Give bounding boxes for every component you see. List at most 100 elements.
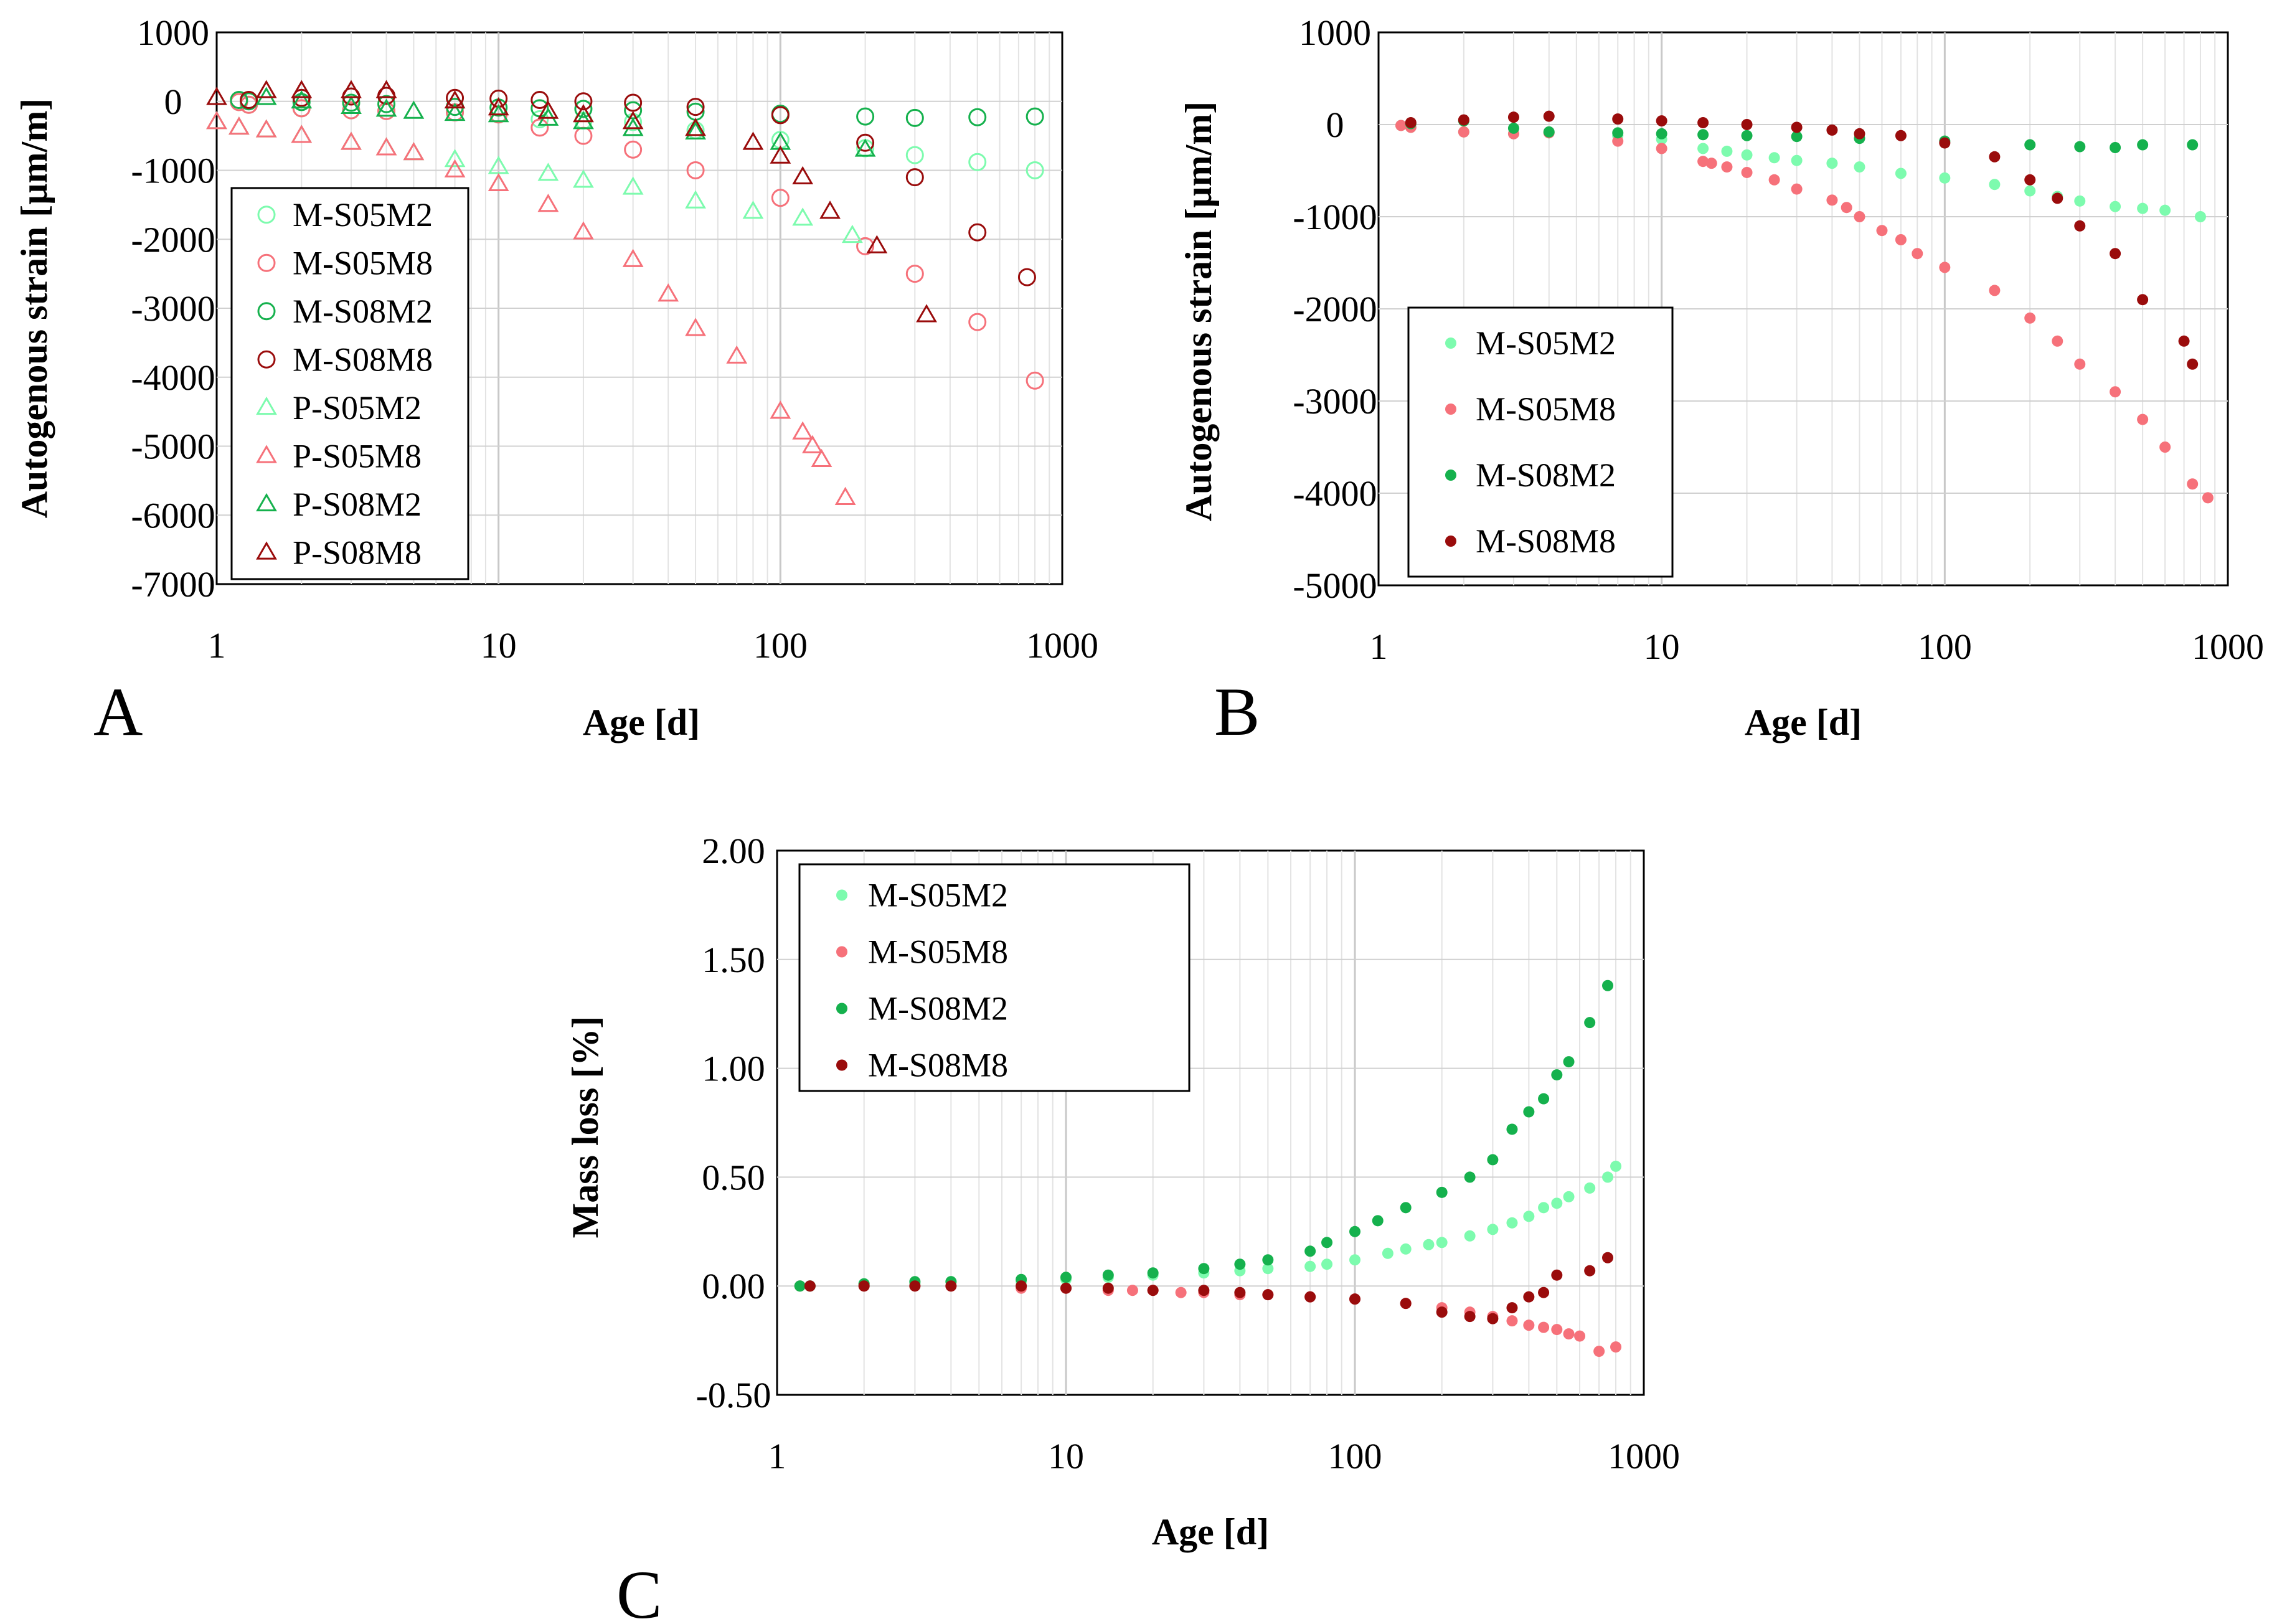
data-point [1551,1069,1563,1081]
panel-c-chart: 2.00 1.50 1.00 0.50 0.00 -0.50 1 10 100 1000 Age… [565,831,1680,1552]
data-point [742,201,764,219]
data-point [240,91,258,110]
data-point [1602,1171,1614,1183]
data-point [375,137,397,156]
data-point [1538,1093,1550,1105]
data-point [2178,335,2190,347]
data-point [1506,1123,1518,1135]
x-tick-label: 10 [481,625,517,666]
data-point [1602,1252,1614,1263]
legend-marker [1445,404,1456,415]
data-point [1854,128,1865,139]
data-point [685,121,706,139]
data-point [573,169,594,188]
panel-c-legend-box [798,863,1191,1092]
data-point [856,133,875,152]
data-point [1593,1346,1605,1357]
data-point [2187,358,2199,370]
data-point [905,168,924,187]
data-point [1464,1311,1476,1323]
data-point [1423,1239,1435,1250]
data-point [1026,107,1044,126]
y-tick-label: -7000 [131,564,215,605]
legend-label: M-S05M8 [293,244,433,281]
data-point [2110,201,2121,212]
data-point [1563,1191,1575,1202]
data-point [1989,179,2001,191]
y-tick-label: -2000 [131,219,215,260]
data-point [1262,1263,1274,1275]
data-point [530,118,549,137]
data-point [291,125,313,143]
y-tick-label: -5000 [1293,565,1377,606]
data-point [1458,114,1469,126]
data-point [1584,1017,1596,1029]
data-point [622,176,644,195]
data-point [1436,1237,1448,1249]
data-point [866,235,888,253]
panel-c-x-axis-title: Age [d] [1152,1511,1269,1552]
data-point [1895,234,1907,245]
data-point [2194,211,2206,222]
data-point [1538,1286,1550,1298]
data-point [537,194,559,212]
panel-b-y-axis-title: Autogenous strain [µm/m] [1178,102,1219,522]
data-point [1405,117,1417,129]
data-point [206,111,227,130]
panel-b-legend-box [1407,306,1674,578]
legend-marker [1445,536,1456,547]
data-point [686,98,705,116]
data-point [2110,248,2121,260]
x-tick-label: 100 [753,625,808,666]
data-point [1126,1285,1138,1296]
data-point [916,304,937,323]
data-point [1262,1254,1274,1266]
x-tick-label: 1 [208,625,226,666]
y-tick-label: -3000 [1293,381,1377,422]
legend-marker [257,205,276,224]
data-point [1656,143,1667,154]
data-point [1487,1154,1499,1166]
data-point [792,166,814,184]
data-point [1102,1269,1114,1281]
panel-b-y-ticks: 1000 0 -1000 -2000 -3000 -4000 -5000 [1293,12,1377,606]
legend-marker [256,396,277,415]
data-point [1198,1263,1210,1275]
y-tick-label: 1.50 [702,940,765,980]
data-point [1349,1225,1360,1237]
data-point [375,80,397,98]
panel-b-x-ticks: 1 10 100 1000 [1370,626,2265,667]
data-point [255,119,277,138]
data-point [1464,1171,1476,1183]
x-tick-label: 1000 [1608,1436,1680,1476]
data-point [811,448,832,468]
data-point [403,141,425,161]
x-tick-label: 1 [768,1436,786,1476]
legend-marker [1445,470,1456,481]
data-point [1198,1285,1210,1296]
legend-label: M-S08M2 [293,293,433,330]
data-point [1523,1320,1535,1331]
y-tick-label: 0 [1326,105,1344,145]
y-tick-label: -0.50 [696,1375,771,1415]
data-point [342,93,361,112]
data-point [1610,1160,1622,1172]
data-point [537,100,559,119]
legend-label: M-S05M8 [868,933,1008,971]
data-point [1506,1315,1518,1327]
x-tick-label: 100 [1328,1436,1382,1476]
data-point [1741,149,1753,161]
panel-b-marks [1395,110,2214,504]
data-point [1538,1321,1550,1333]
data-point [905,146,924,164]
data-point [1400,1243,1412,1255]
data-point [622,248,644,267]
data-point [1060,1282,1072,1294]
data-point [444,102,466,121]
panel-c-y-ticks: 2.00 1.50 1.00 0.50 0.00 -0.50 [696,831,771,1415]
data-point [444,159,466,177]
panel-a-legend-box [230,187,469,580]
data-point [658,283,679,302]
y-tick-label: -5000 [131,427,215,467]
